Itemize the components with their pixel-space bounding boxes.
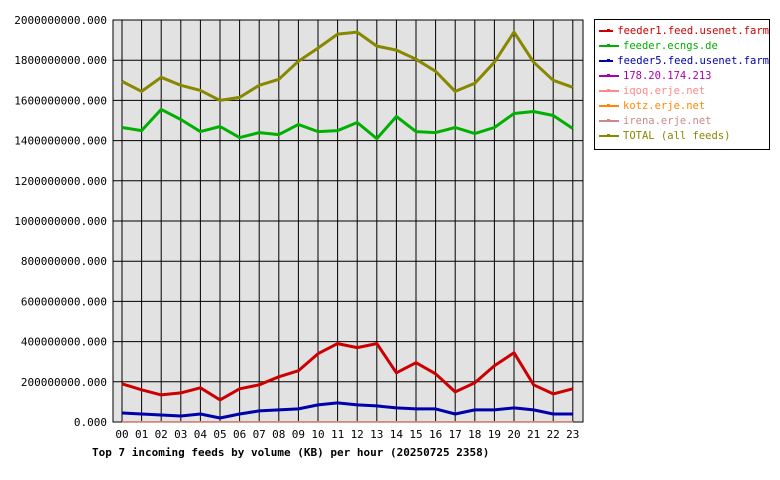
x-tick-label: 01 bbox=[135, 428, 148, 441]
y-tick-label: 1800000000.000 bbox=[14, 54, 107, 67]
y-axis-ticks: 0.000 200000000.000 400000000.000 600000000… bbox=[14, 14, 107, 429]
legend-swatch bbox=[599, 73, 619, 77]
legend-label: feeder1.feed.usenet.farm bbox=[617, 24, 769, 37]
x-tick-label: 17 bbox=[449, 428, 462, 441]
legend-label: kotz.erje.net bbox=[623, 99, 706, 112]
y-tick-label: 2000000000.000 bbox=[14, 14, 107, 27]
y-tick-label: 1200000000.000 bbox=[14, 175, 107, 188]
legend-label: feeder5.feed.usenet.farm bbox=[617, 54, 769, 67]
legend-swatch bbox=[599, 88, 619, 92]
y-tick-label: 1000000000.000 bbox=[14, 215, 107, 228]
chart-title: Top 7 incoming feeds by volume (KB) per … bbox=[92, 446, 489, 459]
x-tick-label: 12 bbox=[351, 428, 364, 441]
x-axis-ticks: 00 01 02 03 04 05 06 07 08 09 10 11 12 13 14 15 16 17 18 19… bbox=[115, 428, 579, 441]
legend-item: feeder.ecngs.de bbox=[599, 38, 769, 53]
x-tick-label: 23 bbox=[566, 428, 579, 441]
legend-swatch bbox=[599, 28, 614, 32]
legend-item: iqoq.erje.net bbox=[599, 83, 769, 98]
x-tick-label: 05 bbox=[213, 428, 226, 441]
x-tick-label: 14 bbox=[390, 428, 404, 441]
x-tick-label: 22 bbox=[547, 428, 560, 441]
legend-item: feeder1.feed.usenet.farm bbox=[599, 23, 769, 38]
x-tick-label: 03 bbox=[174, 428, 187, 441]
series-line-feeder5-feed-usenet-farm bbox=[121, 401, 573, 420]
x-tick-label: 09 bbox=[292, 428, 305, 441]
legend-swatch bbox=[599, 133, 619, 137]
y-tick-label: 1600000000.000 bbox=[14, 94, 107, 107]
legend-item: TOTAL (all feeds) bbox=[599, 128, 769, 143]
x-tick-label: 20 bbox=[507, 428, 520, 441]
x-tick-label: 08 bbox=[272, 428, 285, 441]
x-tick-label: 15 bbox=[409, 428, 422, 441]
legend-label: 178.20.174.213 bbox=[623, 69, 712, 82]
series-lines bbox=[121, 30, 574, 423]
y-tick-label: 600000000.000 bbox=[21, 295, 107, 308]
x-tick-label: 19 bbox=[488, 428, 501, 441]
x-tick-label: 02 bbox=[155, 428, 168, 441]
series-line-feeder-ecngs-de bbox=[121, 107, 574, 141]
x-tick-label: 10 bbox=[311, 428, 324, 441]
x-tick-label: 16 bbox=[429, 428, 442, 441]
legend-swatch bbox=[599, 58, 614, 62]
x-tick-label: 13 bbox=[370, 428, 383, 441]
legend-label: TOTAL (all feeds) bbox=[623, 129, 731, 142]
y-tick-label: 0.000 bbox=[74, 416, 107, 429]
x-tick-label: 18 bbox=[468, 428, 481, 441]
x-tick-label: 07 bbox=[253, 428, 266, 441]
legend-label: feeder.ecngs.de bbox=[623, 39, 718, 52]
series-line-total-all-feeds- bbox=[121, 30, 574, 102]
series-line-feeder1-feed-usenet-farm bbox=[121, 342, 574, 402]
legend-item: irena.erje.net bbox=[599, 113, 769, 128]
y-tick-label: 400000000.000 bbox=[21, 336, 107, 349]
legend-swatch bbox=[599, 43, 619, 47]
legend-label: iqoq.erje.net bbox=[623, 84, 706, 97]
legend-item: feeder5.feed.usenet.farm bbox=[599, 53, 769, 68]
x-tick-label: 21 bbox=[527, 428, 540, 441]
legend-label: irena.erje.net bbox=[623, 114, 712, 127]
legend-swatch bbox=[599, 118, 619, 122]
y-tick-label: 800000000.000 bbox=[21, 255, 107, 268]
x-tick-label: 06 bbox=[233, 428, 246, 441]
legend-item: kotz.erje.net bbox=[599, 98, 769, 113]
legend-swatch bbox=[599, 103, 619, 107]
y-tick-label: 1400000000.000 bbox=[14, 135, 107, 148]
legend: feeder1.feed.usenet.farm feeder.ecngs.de f… bbox=[594, 19, 770, 150]
legend-item: 178.20.174.213 bbox=[599, 68, 769, 83]
x-tick-label: 00 bbox=[115, 428, 128, 441]
y-tick-label: 200000000.000 bbox=[21, 376, 107, 389]
x-tick-label: 11 bbox=[331, 428, 344, 441]
x-tick-label: 04 bbox=[194, 428, 208, 441]
